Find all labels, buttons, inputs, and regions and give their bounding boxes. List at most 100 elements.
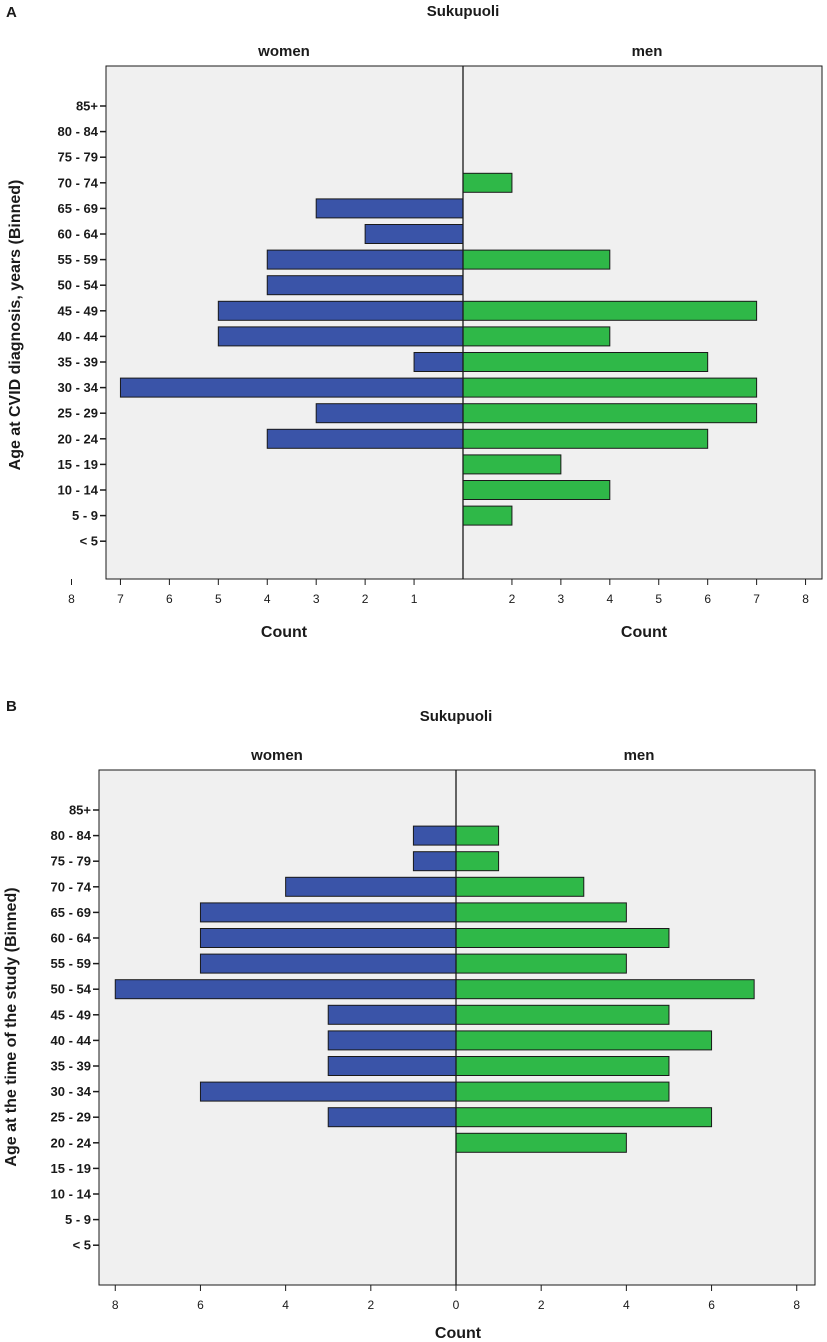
panel-a-ytick-label: 25 - 29	[58, 406, 98, 421]
panel-b-men-label: men	[624, 747, 655, 764]
panel-b-ytick-label: 5 - 9	[65, 1212, 91, 1227]
panel-a: A Sukupuoli women men 85+ 80 - 84 75 - 79 7…	[6, 3, 823, 641]
panel-a-bar-women	[266, 249, 464, 270]
panel-a-women-label: women	[257, 43, 310, 60]
panel-a-ytick-label: 20 - 24	[58, 431, 99, 446]
panel-a-left-xtick-label: 7	[117, 592, 124, 606]
panel-a-right-x-title: Count	[621, 624, 668, 641]
panel-b-bar-women	[412, 825, 457, 846]
panel-b-y-title: Age at the time of the study (Binned)	[3, 887, 20, 1166]
panel-a-right-xtick-label: 4	[606, 592, 613, 606]
panel-a-bar-women	[217, 300, 464, 321]
panel-a-bar-women	[315, 403, 464, 424]
panel-b-ytick-label: 70 - 74	[51, 879, 92, 894]
panel-b-bar-women	[199, 902, 457, 923]
panel-a-left-xtick-label: 2	[362, 592, 369, 606]
panel-a-ytick-label: 30 - 34	[58, 380, 99, 395]
panel-a-ytick-label: 65 - 69	[58, 201, 98, 216]
panel-a-ytick-label: 55 - 59	[58, 252, 98, 267]
panel-b-ytick-label: 65 - 69	[51, 905, 91, 920]
panel-b-bar-women	[199, 928, 457, 948]
panel-b-bar-men	[455, 953, 627, 974]
panel-b-bar-men	[455, 1107, 713, 1128]
panel-a-left-xtick-label: 6	[166, 592, 173, 606]
panel-a-bar-men	[462, 377, 758, 398]
panel-b-ytick-label: 15 - 19	[51, 1161, 91, 1176]
panel-b-ytick-label: 30 - 34	[51, 1084, 92, 1099]
panel-a-y-title: Age at CVID diagnosis, years (Binned)	[7, 180, 24, 471]
panel-a-bar-men	[462, 454, 562, 475]
panel-b-xtick-label: 4	[282, 1298, 289, 1312]
panel-a-bar-men	[462, 480, 611, 500]
panel-a-bar-women	[119, 377, 464, 398]
panel-a-bar-women	[266, 275, 464, 296]
panel-b-ytick-label: 40 - 44	[51, 1033, 92, 1048]
panel-b-ytick-label: 55 - 59	[51, 956, 91, 971]
panel-b-bar-women	[285, 876, 457, 897]
panel-b-xtick-label: 0	[453, 1298, 460, 1312]
panel-a-right-xtick-label: 2	[509, 592, 516, 606]
panel-a-left-xtick-label: 1	[411, 592, 418, 606]
panel-a-ytick-label: 35 - 39	[58, 355, 98, 370]
panel-b-bar-men	[455, 1081, 670, 1102]
panel-b-bar-women	[327, 1030, 457, 1051]
panel-b-bar-men	[455, 825, 500, 846]
panel-a-ytick-label: 40 - 44	[58, 329, 99, 344]
panel-b-ytick-label: 85+	[69, 803, 91, 818]
panel-b: B Sukupuoli women men 85+ 80 - 84 75 - 79 7…	[3, 698, 816, 1342]
panel-a-bar-women	[413, 352, 464, 372]
panel-b-women-plot-area	[98, 769, 457, 1286]
panel-b-bar-men	[455, 851, 500, 872]
panel-b-ytick-label: 35 - 39	[51, 1059, 91, 1074]
panel-b-ytick-label: < 5	[73, 1238, 91, 1253]
panel-a-ytick-label: 15 - 19	[58, 457, 98, 472]
panel-b-xtick-label: 2	[367, 1298, 374, 1312]
panel-a-ytick-label: < 5	[80, 534, 98, 549]
panel-b-bar-men	[455, 1132, 627, 1153]
panel-a-bar-men	[462, 352, 709, 372]
panel-b-bar-men	[455, 979, 755, 1000]
panel-b-bar-men	[455, 1004, 670, 1025]
panel-b-bar-women	[327, 1107, 457, 1128]
panel-a-ytick-label: 50 - 54	[58, 278, 99, 293]
panel-a-ytick-label: 60 - 64	[58, 227, 99, 242]
panel-b-men-plot-area	[455, 769, 816, 1286]
panel-a-ytick-label: 45 - 49	[58, 303, 98, 318]
panel-b-ytick-label: 75 - 79	[51, 854, 91, 869]
panel-b-bar-women	[199, 953, 457, 974]
panel-a-ytick-label: 10 - 14	[58, 483, 99, 498]
panel-b-ytick-label: 20 - 24	[51, 1135, 92, 1150]
panel-b-bar-men	[455, 928, 670, 948]
panel-a-bar-women	[315, 198, 464, 219]
panel-b-ytick-label: 25 - 29	[51, 1110, 91, 1125]
panel-a-bar-women	[266, 428, 464, 449]
panel-b-bar-men	[455, 1030, 713, 1051]
panel-b-ytick-label: 50 - 54	[51, 982, 92, 997]
panel-b-xtick-label: 6	[197, 1298, 204, 1312]
panel-b-bar-women	[114, 979, 457, 1000]
panel-a-left-xtick-label: 8	[68, 592, 75, 606]
panel-b-bar-women	[412, 851, 457, 872]
panel-a-right-xtick-label: 7	[753, 592, 760, 606]
panel-a-right-xtick-label: 8	[802, 592, 809, 606]
panel-a-bar-men	[462, 326, 611, 347]
panel-a-bar-men	[462, 249, 611, 270]
panel-b-women-label: women	[250, 747, 303, 764]
panel-b-xtick-label: 4	[623, 1298, 630, 1312]
panel-a-ytick-label: 80 - 84	[58, 124, 99, 139]
panel-b-letter: B	[6, 698, 17, 715]
panel-a-men-plot-area	[462, 65, 823, 580]
panel-b-xtick-label: 2	[538, 1298, 545, 1312]
panel-a-bar-men	[462, 428, 709, 449]
panel-a-bar-men	[462, 403, 758, 424]
panel-a-ytick-label: 75 - 79	[58, 150, 98, 165]
panel-b-bar-women	[199, 1081, 457, 1102]
panel-b-bar-men	[455, 1056, 670, 1076]
panel-a-ytick-label: 70 - 74	[58, 175, 99, 190]
panel-a-title: Sukupuoli	[427, 3, 500, 20]
panel-b-ytick-label: 45 - 49	[51, 1007, 91, 1022]
panel-a-men-label: men	[632, 43, 663, 60]
panel-a-letter: A	[6, 4, 17, 21]
panel-a-ytick-label: 5 - 9	[72, 508, 98, 523]
